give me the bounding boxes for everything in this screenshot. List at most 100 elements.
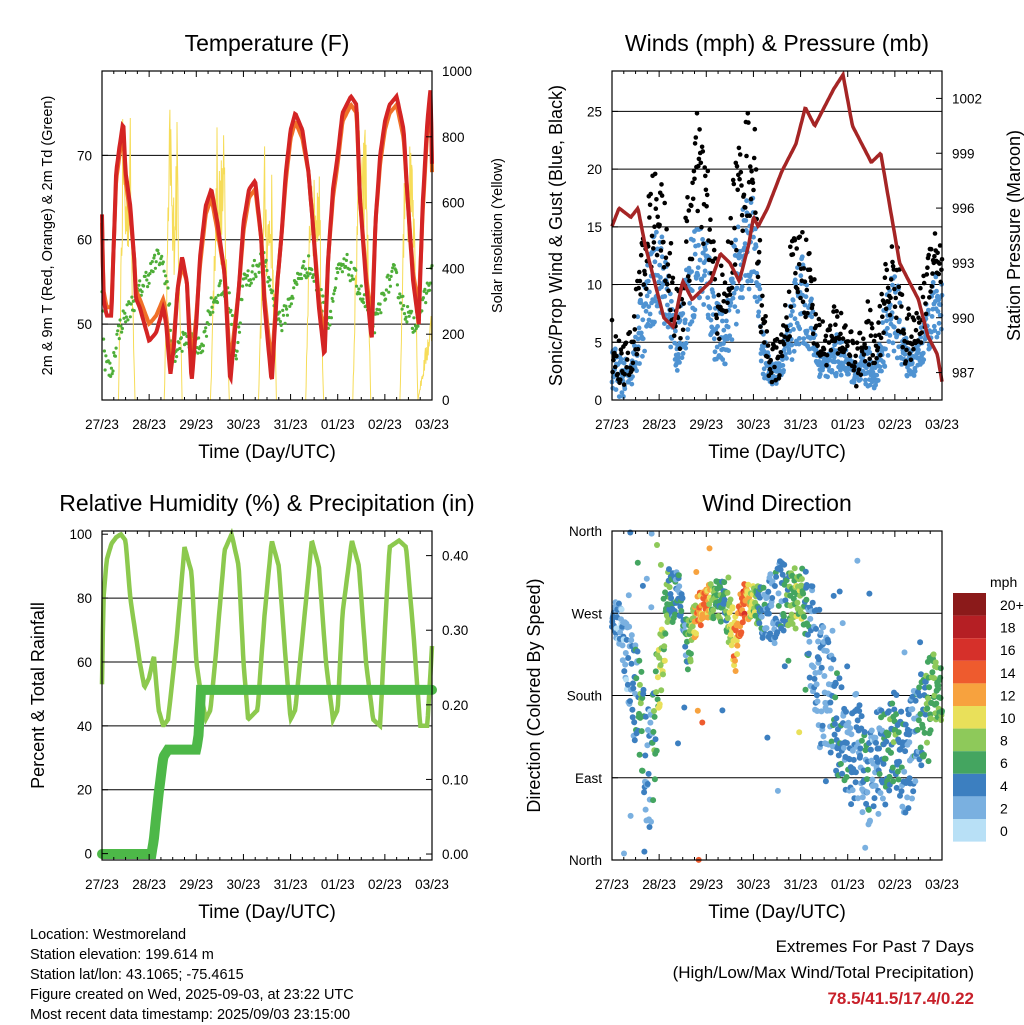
dewpoint-point [335, 266, 339, 270]
wind-point [880, 320, 885, 325]
gust-point [711, 247, 717, 253]
wind-point [703, 247, 708, 253]
wind-point [647, 311, 653, 317]
dewpoint-point [413, 324, 418, 328]
wind-point [636, 325, 642, 331]
gust-point [698, 160, 704, 166]
wind-point [708, 317, 714, 323]
wind-point [875, 378, 881, 383]
direction-point [876, 771, 883, 777]
direction-point [693, 630, 699, 637]
dewpoint-point [210, 305, 214, 309]
gust-point [767, 366, 773, 372]
wind-point [897, 317, 902, 323]
x-tick-label: 29/23 [689, 877, 723, 892]
x-tick-label: 31/23 [274, 877, 308, 892]
y-tick-label: 20 [587, 162, 602, 177]
direction-point [689, 623, 696, 630]
y-axis-label: Direction (Colored By Speed) [524, 578, 544, 812]
gust-point [904, 347, 909, 353]
direction-point [855, 795, 861, 802]
direction-point [629, 706, 636, 713]
direction-point [807, 615, 814, 622]
dewpoint-point [389, 274, 393, 278]
gust-point [847, 353, 853, 359]
direction-point [625, 592, 632, 599]
gust-point [657, 222, 662, 228]
colorbar-swatch [953, 773, 986, 797]
gust-point [727, 292, 733, 297]
dewpoint-point [311, 275, 315, 280]
direction-point [623, 676, 630, 683]
dewpoint-point [153, 266, 157, 270]
dewpoint-point [177, 341, 181, 345]
series-direction [609, 529, 945, 863]
dewpoint-point [227, 291, 231, 295]
gust-point [765, 343, 771, 348]
x-tick-label: 31/23 [784, 417, 818, 432]
wind-point [733, 237, 738, 243]
created-text: Figure created on Wed, 2025-09-03, at 23… [30, 987, 354, 1003]
gust-point [734, 247, 739, 253]
wind-point [797, 336, 802, 341]
dewpoint-point [125, 303, 129, 307]
direction-point [902, 721, 909, 728]
wind-point [933, 274, 939, 280]
wind-point [621, 394, 626, 399]
extremes-values: 78.5/41.5/17.4/0.22 [827, 989, 974, 1008]
gust-point [750, 180, 756, 185]
direction-point [889, 700, 896, 707]
gust-point [700, 149, 706, 154]
direction-point [886, 787, 893, 794]
gust-point [716, 292, 721, 298]
wind-point [613, 387, 619, 392]
wind-point [748, 278, 754, 284]
wind-point [880, 359, 886, 365]
dewpoint-point [376, 312, 380, 316]
direction-point [829, 627, 836, 634]
wind-point [892, 274, 898, 280]
gust-point [890, 259, 895, 265]
dewpoint-point [175, 355, 179, 359]
gust-point [787, 334, 792, 339]
dewpoint-point [270, 289, 275, 293]
direction-point [904, 794, 911, 801]
direction-point [802, 686, 809, 693]
direction-point [901, 649, 908, 656]
gust-point [803, 237, 809, 243]
dewpoint-point [386, 273, 390, 277]
y-tick-label: 80 [77, 591, 92, 606]
dewpoint-point [103, 368, 107, 372]
gust-point [687, 278, 692, 284]
gust-point [906, 306, 911, 312]
dewpoint-point [308, 272, 312, 276]
dewpoint-point [124, 320, 128, 324]
wind-point [634, 368, 639, 374]
dewpoint-point [208, 313, 212, 317]
dewpoint-point [102, 337, 106, 341]
gust-point [632, 327, 638, 332]
gust-point [872, 360, 877, 366]
direction-point [815, 638, 822, 645]
dewpoint-point [246, 269, 250, 273]
y-tick-label: 15 [587, 220, 602, 235]
gust-point [686, 208, 692, 213]
wind-point [804, 328, 810, 334]
wind-point [789, 342, 795, 348]
direction-point [732, 657, 738, 664]
gust-point [868, 333, 874, 339]
gust-point [642, 271, 648, 277]
direction-point [804, 631, 811, 638]
dewpoint-point [412, 316, 416, 320]
wind-point [879, 368, 884, 374]
gust-point [869, 325, 875, 331]
direction-point [925, 695, 932, 702]
dewpoint-point [243, 273, 247, 277]
gust-point [916, 315, 921, 321]
dewpoint-point [145, 278, 149, 282]
wind-point [755, 313, 761, 319]
gust-point [870, 353, 876, 358]
y-tick-label: South [567, 689, 602, 704]
direction-point [918, 671, 924, 678]
gust-point [842, 347, 848, 352]
